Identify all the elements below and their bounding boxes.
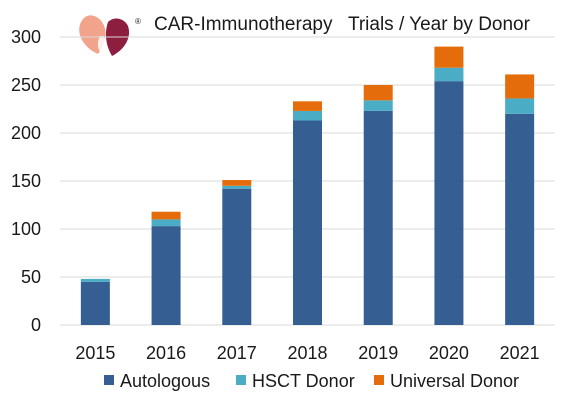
x-tick-label: 2018 — [287, 343, 327, 363]
registered-mark: ® — [135, 17, 141, 26]
y-tick-label: 100 — [11, 219, 41, 239]
bar-segment-autologous-2019 — [363, 110, 393, 325]
legend-label: Universal Donor — [390, 371, 519, 391]
x-tick-label: 2020 — [429, 343, 469, 363]
bar-segment-autologous-2017 — [222, 188, 252, 325]
bar-segment-universal-donor-2018 — [293, 101, 322, 111]
x-axis-tick-labels: 2015 2016 2017 2018 2019 2020 2021 — [75, 343, 539, 363]
y-tick-label: 50 — [21, 267, 41, 287]
legend-label: Autologous — [120, 371, 210, 391]
x-tick-label: 2016 — [146, 343, 186, 363]
bar-segment-hsct-donor-2016 — [151, 219, 181, 227]
bar-segment-universal-donor-2019 — [363, 85, 393, 101]
logo-icon: ® — [79, 15, 141, 56]
bar-segment-hsct-donor-2019 — [363, 100, 393, 111]
bar-segment-universal-donor-2021 — [505, 74, 535, 99]
x-tick-label: 2015 — [75, 343, 115, 363]
chart-title: CAR-Immunotherapy Trials / Year by Donor — [154, 14, 531, 35]
bar-segment-autologous-2020 — [434, 81, 464, 325]
x-tick-label: 2019 — [358, 343, 398, 363]
bar-segment-hsct-donor-2021 — [505, 98, 535, 114]
y-tick-label: 300 — [11, 27, 41, 47]
y-tick-label: 150 — [11, 171, 41, 191]
bar-segment-hsct-donor-2020 — [434, 67, 464, 82]
legend-swatch — [374, 375, 384, 385]
y-axis-tick-labels: 0 50 100 150 200 250 300 — [11, 27, 41, 335]
x-tick-label: 2021 — [500, 343, 540, 363]
bar-segment-hsct-donor-2015 — [80, 278, 110, 282]
legend-label: HSCT Donor — [252, 371, 355, 391]
legend: Autologous HSCT Donor Universal Donor — [104, 371, 519, 391]
bar-segment-universal-donor-2017 — [222, 180, 252, 186]
y-tick-label: 250 — [11, 75, 41, 95]
y-tick-label: 0 — [31, 315, 41, 335]
bar-segment-universal-donor-2016 — [151, 211, 181, 220]
x-tick-label: 2017 — [217, 343, 257, 363]
bar-segment-autologous-2015 — [80, 281, 110, 325]
legend-swatch — [236, 375, 246, 385]
bar-segment-autologous-2016 — [151, 226, 181, 325]
bar-segment-autologous-2021 — [505, 113, 535, 325]
bars — [80, 46, 535, 326]
y-tick-label: 200 — [11, 123, 41, 143]
bar-segment-hsct-donor-2017 — [222, 185, 252, 189]
bar-segment-hsct-donor-2018 — [293, 110, 322, 121]
legend-swatch — [104, 375, 114, 385]
bar-segment-autologous-2018 — [293, 120, 322, 326]
bar-segment-universal-donor-2020 — [434, 46, 464, 68]
